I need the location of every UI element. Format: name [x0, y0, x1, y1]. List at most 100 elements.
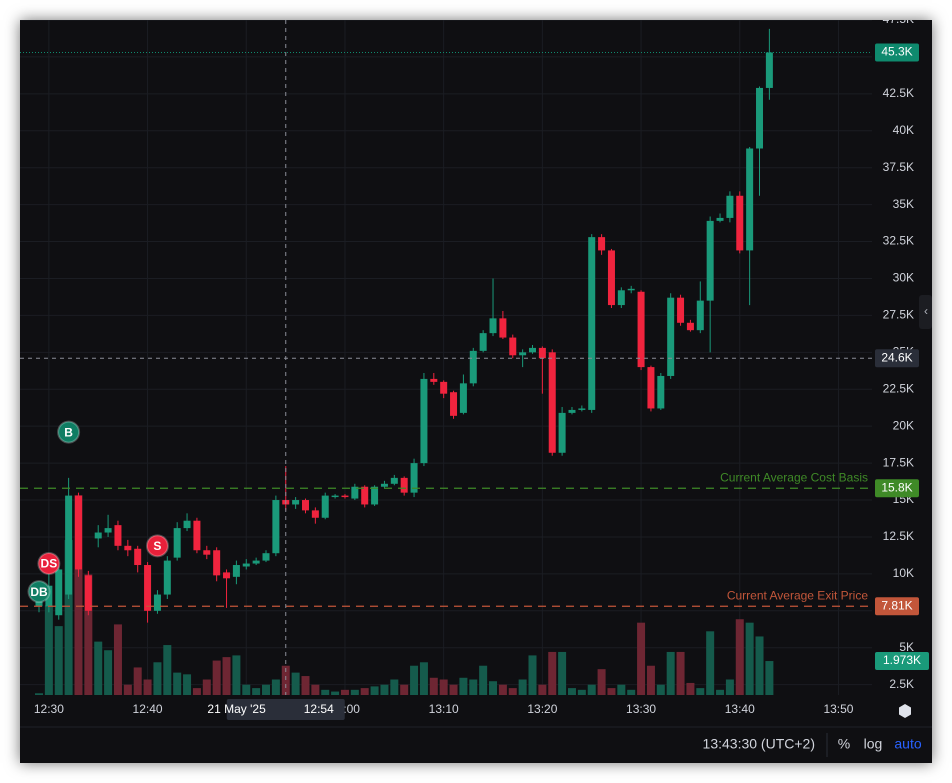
x-tick-label: 13:10: [429, 702, 459, 716]
volume-bar: [54, 626, 63, 695]
volume-bar: [350, 689, 359, 695]
volume-bar: [380, 684, 389, 695]
candle-body: [114, 525, 122, 546]
candle-body: [430, 378, 438, 382]
auto-toggle[interactable]: auto: [894, 736, 921, 752]
candle-body: [331, 495, 339, 498]
volume-bar: [567, 688, 576, 695]
volume-bar: [262, 684, 271, 695]
candle-body: [568, 409, 576, 413]
candle-body: [765, 52, 773, 88]
volume-bar: [429, 677, 438, 695]
candle-body: [193, 520, 201, 551]
clock: 13:43:30 (UTC+2): [703, 736, 815, 752]
candle-body: [153, 594, 161, 611]
candle-body: [351, 486, 359, 499]
candle-body: [262, 553, 270, 561]
candle-body: [588, 237, 596, 410]
candle-body: [677, 297, 685, 323]
y-tick-label: 2.5K: [889, 677, 914, 691]
reference-value-box: [875, 597, 919, 616]
collapse-arrow[interactable]: ‹: [924, 304, 928, 318]
candle-body: [252, 560, 260, 564]
crosshair-price-box: [875, 349, 919, 368]
volume-bar: [212, 660, 221, 695]
volume-bar: [104, 650, 113, 695]
y-tick-label: 12.5K: [883, 529, 914, 543]
candle-body: [203, 550, 211, 555]
percent-toggle[interactable]: %: [838, 736, 850, 752]
volume-bar: [419, 662, 428, 695]
x-tick-label: 13:30: [626, 702, 656, 716]
reference-value-label: 15.8K: [881, 480, 912, 494]
candle-body: [489, 318, 497, 334]
reference-label: Current Average Cost Basis: [720, 470, 868, 484]
y-tick-label: 37.5K: [883, 160, 914, 174]
candle-body: [371, 486, 379, 505]
candle-body: [74, 495, 82, 570]
x-tick-label: 13:20: [527, 702, 557, 716]
crosshair-time-box: [226, 699, 345, 720]
volume-bar: [173, 672, 182, 695]
volume-bar: [725, 679, 734, 695]
volume-bar: [222, 657, 231, 695]
volume-bar: [64, 540, 73, 695]
candle-body: [183, 520, 191, 529]
volume-bar: [242, 684, 251, 695]
candle-body: [35, 600, 43, 607]
reference-label: Current Average Exit Price: [727, 588, 869, 602]
volume-bar: [252, 688, 261, 695]
candle-body: [578, 408, 586, 410]
candle-body: [469, 350, 477, 384]
y-tick-label: 42.5K: [883, 86, 914, 100]
volume-bar: [735, 619, 744, 695]
volume-bar: [340, 689, 349, 695]
candle-body: [647, 367, 655, 409]
candle-body: [686, 322, 694, 331]
volume-bar: [370, 686, 379, 695]
candle-body: [84, 575, 92, 611]
candle-body: [134, 548, 142, 566]
candle-body: [65, 495, 73, 595]
volume-bar: [498, 684, 507, 695]
crosshair-date: 21 May '25: [207, 702, 266, 716]
candle-body: [104, 528, 112, 533]
candle-body: [558, 412, 566, 453]
volume-bar: [143, 679, 152, 695]
volume-bar: [123, 684, 132, 695]
candle-body: [657, 375, 665, 409]
volume-bar: [587, 684, 596, 695]
volume-bar: [410, 665, 419, 695]
candle-body: [400, 477, 408, 493]
volume-bar: [163, 645, 172, 695]
y-tick-label: 47.5K: [883, 12, 914, 26]
volume-bar: [627, 689, 636, 695]
volume-bar: [439, 679, 448, 695]
volume-bar: [479, 665, 488, 695]
crosshair-time: 12:54: [304, 702, 334, 716]
candle-body: [746, 148, 754, 251]
volume-bar: [696, 688, 705, 695]
last-price-box: [875, 43, 919, 62]
collapse-tab[interactable]: [919, 295, 932, 329]
trade-marker-label: S: [153, 539, 161, 553]
settings-icon[interactable]: [899, 704, 911, 718]
candle-body: [499, 318, 507, 338]
volume-bar: [745, 622, 754, 695]
candle-body: [390, 477, 398, 484]
candle-body: [627, 288, 635, 291]
volume-bar: [301, 676, 310, 695]
x-tick-label: 12:30: [34, 702, 64, 716]
candle-body: [667, 297, 675, 376]
volume-bar: [192, 688, 201, 695]
candle-body: [380, 483, 388, 487]
y-tick-label: 10K: [893, 566, 914, 580]
volume-bar: [508, 688, 517, 695]
log-toggle[interactable]: log: [864, 736, 883, 752]
volume-bar: [321, 689, 330, 695]
volume-bar: [577, 689, 586, 695]
volume-bar: [765, 661, 774, 695]
candle-body: [726, 195, 734, 218]
volume-bar: [607, 688, 616, 695]
